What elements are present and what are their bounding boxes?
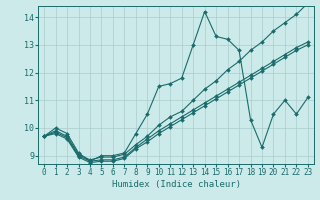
X-axis label: Humidex (Indice chaleur): Humidex (Indice chaleur)	[111, 180, 241, 189]
